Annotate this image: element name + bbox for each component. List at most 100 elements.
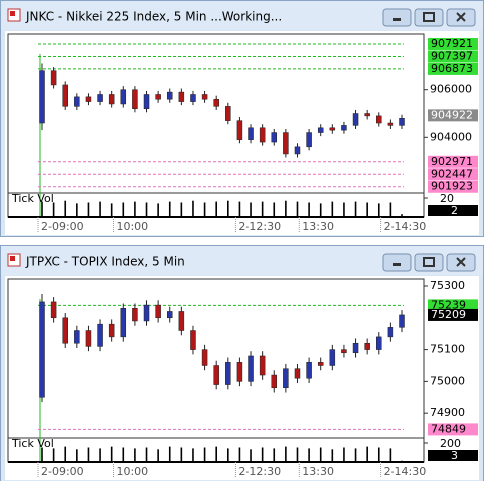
- x-tick-label: 2-12:30: [238, 220, 281, 233]
- x-tick-label: 2-14:30: [384, 465, 427, 478]
- candle-body: [108, 323, 115, 338]
- close-glyph: [456, 257, 466, 267]
- level-label-bg: [428, 168, 478, 181]
- candle-body: [143, 94, 150, 109]
- candle-body: [50, 301, 57, 319]
- candle-body: [294, 146, 301, 155]
- candle-body: [283, 368, 289, 389]
- candle-body: [201, 349, 208, 366]
- candle-body: [341, 349, 347, 354]
- candle-body: [155, 304, 161, 319]
- candle-body: [399, 118, 405, 126]
- candle-body: [39, 301, 45, 398]
- maximize-button[interactable]: [414, 253, 444, 272]
- level-label: 906873: [431, 62, 473, 75]
- candle-body: [85, 330, 92, 347]
- x-tick-label: 2-12:30: [238, 465, 281, 478]
- candle-body: [259, 355, 266, 376]
- level-label-bg: [428, 423, 478, 436]
- y-tick-label: 75100: [430, 343, 465, 356]
- candle-body: [120, 308, 127, 338]
- candle-body: [236, 120, 243, 140]
- level-label-bg: [428, 155, 478, 168]
- candle-body: [39, 70, 45, 124]
- last-price-bg: [428, 308, 478, 321]
- candle-body: [74, 96, 80, 107]
- x-tick-label: 13:30: [302, 465, 334, 478]
- candle-body: [190, 94, 196, 102]
- x-tick-label: 2-09:00: [41, 465, 84, 478]
- candle-body: [329, 349, 336, 366]
- level-label: 907921: [431, 37, 473, 50]
- candle-body: [62, 84, 68, 107]
- candle-body: [399, 314, 405, 328]
- volume-label: Tick Vol: [11, 437, 54, 450]
- candle-body: [120, 89, 127, 105]
- candle-body: [143, 304, 150, 322]
- candle-body: [376, 115, 382, 124]
- y-tick-label: 906000: [430, 83, 472, 96]
- x-tick-label: 2-09:00: [41, 220, 84, 233]
- app-icon-inner: [10, 256, 15, 261]
- minimize-button[interactable]: [382, 8, 412, 27]
- candle-body: [213, 98, 219, 107]
- level-label: 74849: [431, 422, 466, 435]
- candle-body: [97, 323, 103, 347]
- candle-body: [341, 125, 347, 131]
- last-price-label: 904922: [431, 108, 473, 121]
- y-tick-label: 75300: [430, 279, 465, 292]
- app-icon-inner: [10, 11, 15, 16]
- candle-body: [166, 91, 173, 100]
- candle-body: [317, 127, 324, 133]
- level-label: 75239: [431, 298, 466, 311]
- volume-scale-label: 200: [440, 437, 461, 450]
- candle-body: [306, 362, 312, 379]
- candle-body: [166, 311, 173, 319]
- x-tick-label: 2-14:30: [384, 220, 427, 233]
- minimize-button[interactable]: [382, 253, 412, 272]
- volume-last-bg: [428, 205, 478, 216]
- candle-body: [225, 362, 231, 385]
- candle-body: [178, 311, 185, 331]
- level-label-bg: [428, 62, 478, 75]
- minimize-glyph: [393, 18, 401, 21]
- candle-body: [352, 342, 359, 354]
- candle-body: [306, 132, 312, 148]
- x-tick-label: 10:00: [116, 465, 148, 478]
- close-glyph: [456, 12, 466, 22]
- level-label: 901923: [431, 180, 473, 193]
- candle-body: [317, 362, 324, 366]
- candle-body: [178, 91, 185, 102]
- x-tick-label: 10:00: [116, 220, 148, 233]
- candle-body: [85, 96, 92, 102]
- candle-body: [108, 94, 115, 105]
- y-tick-label: 74900: [430, 406, 465, 419]
- candle-body: [329, 127, 336, 131]
- volume-last-label: 2: [451, 204, 458, 217]
- candle-body: [74, 330, 80, 344]
- candle-body: [190, 330, 196, 350]
- maximize-glyph: [423, 12, 435, 22]
- maximize-button[interactable]: [414, 8, 444, 27]
- candle-body: [132, 89, 138, 109]
- level-label: 902447: [431, 167, 473, 180]
- candle-body: [283, 132, 289, 155]
- candle-body: [364, 113, 370, 117]
- volume-last-bg: [428, 450, 478, 461]
- volume-scale-label: 20: [440, 192, 454, 205]
- last-price-bg: [428, 109, 478, 122]
- level-label-bg: [428, 180, 478, 193]
- level-label: 907397: [431, 49, 473, 62]
- volume-label: Tick Vol: [11, 192, 54, 205]
- candle-body: [132, 308, 138, 322]
- last-price-label: 75209: [431, 308, 466, 321]
- candle-body: [364, 342, 370, 350]
- y-tick-label: 904000: [430, 130, 472, 143]
- candle-body: [50, 70, 57, 86]
- y-tick-label: 75000: [430, 374, 465, 387]
- level-label: 902971: [431, 155, 473, 168]
- candle-body: [225, 106, 231, 121]
- candle-body: [62, 317, 68, 344]
